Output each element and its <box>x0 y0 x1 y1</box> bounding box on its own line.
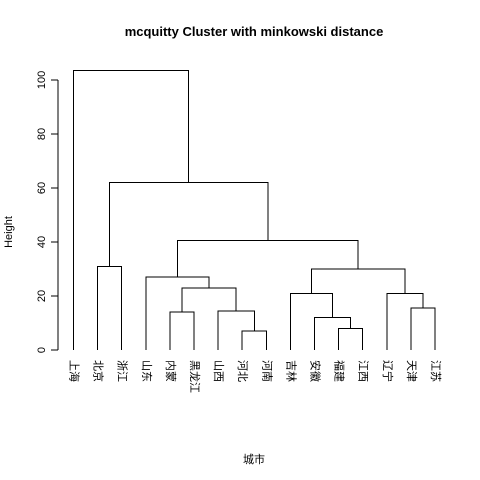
leaf-label: 天津 <box>405 360 418 382</box>
chart-title: mcquitty Cluster with minkowski distance <box>125 24 384 39</box>
merge-branch <box>386 292 424 350</box>
leaf-labels: 上海 北京 浙江 山东 内蒙 黑龙江 山西 河北 河南 吉林 安徽 福建 江西 辽宁 天津 江苏 <box>68 360 443 393</box>
merge-branch <box>241 330 267 350</box>
merge-branch <box>289 292 334 350</box>
leaf-label: 山西 <box>212 360 225 382</box>
leaf-label: 辽宁 <box>381 360 395 382</box>
leaf-label: 江苏 <box>429 360 442 382</box>
merge-branch <box>310 268 406 294</box>
y-tick-label: 80 <box>36 128 48 140</box>
merge-branch <box>176 240 359 278</box>
merge-branch <box>109 182 269 267</box>
y-tick-label: 20 <box>36 290 48 302</box>
x-axis-label: 城市 <box>243 452 265 466</box>
merge-branch <box>314 317 352 350</box>
leaf-label: 江西 <box>357 360 370 382</box>
y-tick-label: 60 <box>36 182 48 194</box>
y-axis-label: Height <box>3 216 15 248</box>
leaf-label: 安徽 <box>309 360 323 382</box>
leaf-label: 河北 <box>236 360 249 382</box>
leaf-label: 吉林 <box>284 360 298 382</box>
leaf-label: 上海 <box>68 360 82 382</box>
merge-branch <box>338 327 364 350</box>
leaf-label: 浙江 <box>116 360 129 382</box>
y-tick-label: 40 <box>36 236 48 248</box>
y-tick-label: 0 <box>36 347 48 353</box>
merge-branch <box>181 287 237 313</box>
y-axis: 0 20 40 60 80 100 <box>36 71 59 353</box>
leaf-label: 内蒙 <box>164 360 178 382</box>
y-tick-label: 100 <box>36 71 48 89</box>
leaf-label: 河南 <box>260 360 273 382</box>
leaf-label: 福建 <box>333 360 347 382</box>
merge-branch <box>169 311 195 350</box>
merge-branch <box>73 70 190 350</box>
merge-branch <box>217 310 255 350</box>
leaf-label: 黑龙江 <box>188 360 201 393</box>
merge-branch <box>97 265 123 350</box>
dendrogram-branches <box>73 70 436 350</box>
leaf-label: 山东 <box>140 360 153 382</box>
merge-branch <box>410 307 436 350</box>
leaf-label: 北京 <box>92 360 106 382</box>
